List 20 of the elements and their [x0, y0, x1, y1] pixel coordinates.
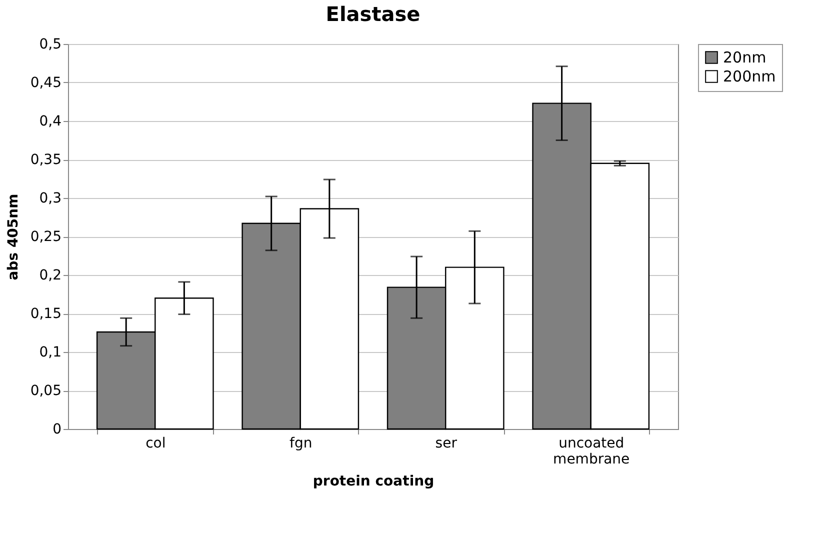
y-tick-label: 0,35: [30, 152, 62, 168]
x-axis-title: protein coating: [312, 474, 434, 490]
y-tick-label: 0: [52, 422, 62, 438]
y-tick-label: 0,4: [39, 114, 62, 130]
y-tick-label: 0,2: [39, 268, 62, 284]
x-tick-label: fgn: [290, 436, 312, 452]
y-tick-label: 0,25: [30, 229, 62, 245]
x-tick-label: ser: [435, 436, 458, 452]
y-tick-label: 0,45: [30, 75, 62, 91]
y-tick-label: 0,1: [39, 344, 62, 360]
y-tick-label: 0,3: [39, 190, 62, 206]
x-tick-label: col: [146, 436, 166, 452]
x-tick-label: uncoated membrane: [553, 436, 630, 468]
legend-label: 200nm: [723, 68, 776, 86]
y-tick-label: 0,05: [30, 383, 62, 399]
y-tick-label: 0,5: [39, 36, 62, 52]
y-axis-title: abs 405nm: [5, 194, 22, 280]
y-tick-label: 0,15: [30, 306, 62, 322]
legend-label: 20nm: [723, 48, 766, 66]
chart-title: Elastase: [326, 2, 420, 26]
